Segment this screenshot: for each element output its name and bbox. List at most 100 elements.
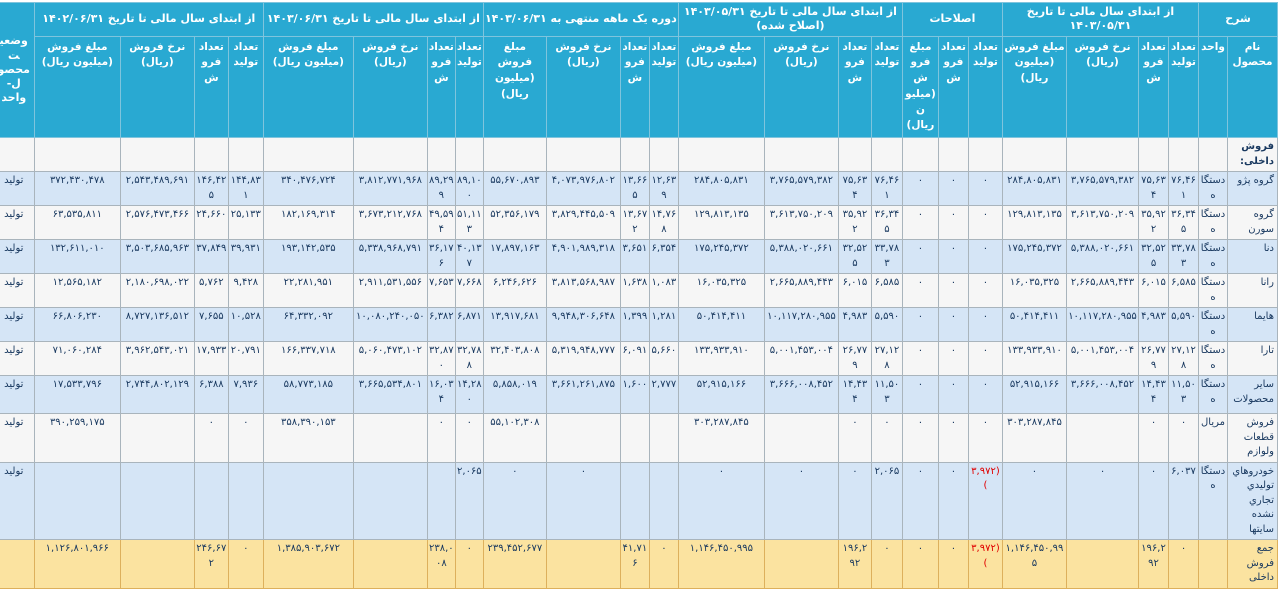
- section-cell-g2-nerkh: [1066, 137, 1139, 173]
- status-tara: تولید: [0, 341, 35, 377]
- row-peugeot: گروه پژو دستگاه ۷۶,۴۶۱ ۷۵,۶۳۴ ۳,۷۶۵,۵۷۹,۳۸۲ ۲…: [0, 171, 1278, 207]
- cell-total-domestic-g5-nerkh: [545, 539, 621, 589]
- cell-untraded-vehicles-ga-mablagh: ۰: [901, 461, 939, 541]
- cell-other-products-g4-mablagh: ۵۲,۹۱۵,۱۶۶: [677, 375, 765, 415]
- cell-peugeot-g4-mablagh: ۲۸۴,۸۰۵,۸۳۱: [677, 171, 765, 207]
- cell-rana-g6-mablagh: ۲۲,۲۸۱,۹۵۱: [262, 273, 354, 309]
- cell-tara-g2-tolid: ۲۷,۱۲۸: [1168, 341, 1199, 377]
- cell-total-domestic-g7-nerkh: [119, 539, 195, 589]
- section-cell-g4-mablagh: [677, 137, 765, 173]
- header-group-g2: از ابتدای سال مالی تا تاریخ ۱۴۰۳/۰۵/۳۱: [1001, 2, 1200, 37]
- cell-untraded-vehicles-g5-nerkh: ۰: [545, 461, 621, 541]
- cell-peugeot-g7-nerkh: ۲,۵۴۳,۴۸۹,۶۹۱: [119, 171, 195, 207]
- cell-soren-g6-mablagh: ۱۸۲,۱۶۹,۳۱۴: [262, 205, 354, 241]
- cell-other-products-g2-forush: ۱۴,۴۳۴: [1138, 375, 1169, 415]
- cell-tara-g5-forush: ۶,۰۹۱: [619, 341, 650, 377]
- cell-tara-g5-tolid: ۵,۶۶۰: [648, 341, 679, 377]
- cell-peugeot-g5-tolid: ۱۲,۶۳۹: [648, 171, 679, 207]
- section-cell-ga-mablagh: [901, 137, 939, 173]
- cell-rana-g7-mablagh: ۱۲,۵۶۵,۱۸۲: [33, 273, 121, 309]
- unit-untraded-vehicles: دستگاه: [1198, 461, 1228, 541]
- cell-soren-g2-forush: ۳۵,۹۲۲: [1138, 205, 1169, 241]
- cell-haima-g7-tolid: ۱۰,۵۲۸: [227, 307, 264, 343]
- section-cell-g6-tolid: [454, 137, 484, 173]
- cell-haima-g4-tolid: ۵,۵۹۰: [870, 307, 903, 343]
- cell-other-products-g5-tolid: ۲,۷۷۷: [648, 375, 679, 415]
- cell-dena-g4-nerkh: ۵,۳۸۸,۰۲۰,۶۶۱: [763, 239, 839, 275]
- cell-dena-g2-mablagh: ۱۷۵,۲۴۵,۳۷۲: [1001, 239, 1068, 275]
- cell-soren-g4-nerkh: ۳,۶۱۳,۷۵۰,۲۰۹: [763, 205, 839, 241]
- status-untraded-vehicles: تولید: [0, 461, 35, 541]
- cell-soren-g6-nerkh: ۳,۶۷۳,۲۱۲,۷۶۸: [352, 205, 428, 241]
- cell-rana-ga-tolid: ۰: [967, 273, 1003, 309]
- cell-tara-g6-forush: ۳۲,۸۷۰: [426, 341, 456, 377]
- cell-other-products-g4-tolid: ۱۱,۵۰۳: [870, 375, 903, 415]
- cell-haima-g2-mablagh: ۵۰,۴۱۴,۴۱۱: [1001, 307, 1068, 343]
- cell-soren-g7-nerkh: ۲,۵۷۶,۴۷۳,۴۶۶: [119, 205, 195, 241]
- cell-other-products-g5-mablagh: ۵,۸۵۸,۰۱۹: [482, 375, 547, 415]
- subheader-ga-forush: تعداد فروش: [937, 35, 969, 139]
- cell-parts-sales-ga-tolid: ۰: [967, 413, 1003, 463]
- cell-haima-g7-mablagh: ۶۶,۸۰۶,۲۳۰: [33, 307, 121, 343]
- cell-tara-g7-mablagh: ۷۱,۰۶۰,۲۸۴: [33, 341, 121, 377]
- section-cell-ga-tolid: [967, 137, 1003, 173]
- subheader-g4-forush: تعداد فروش: [837, 35, 872, 139]
- cell-tara-g6-mablagh: ۱۶۶,۳۳۷,۷۱۸: [262, 341, 354, 377]
- cell-untraded-vehicles-g6-forush: [426, 461, 456, 541]
- cell-other-products-g6-mablagh: ۵۸,۷۷۳,۱۸۵: [262, 375, 354, 415]
- cell-total-domestic-g6-tolid: ۰: [454, 539, 484, 589]
- cell-peugeot-g2-mablagh: ۲۸۴,۸۰۵,۸۳۱: [1001, 171, 1068, 207]
- section-status-cell: [0, 137, 35, 173]
- section-cell-g7-mablagh: [33, 137, 121, 173]
- subheader-g5-mablagh: مبلغ فروش (میلیون ریال): [482, 35, 547, 139]
- cell-peugeot-g2-forush: ۷۵,۶۳۴: [1138, 171, 1169, 207]
- cell-parts-sales-g4-nerkh: [763, 413, 839, 463]
- section-cell-g2-forush: [1138, 137, 1169, 173]
- cell-other-products-g2-nerkh: ۳,۶۶۶,۰۰۸,۴۵۲: [1066, 375, 1139, 415]
- cell-peugeot-ga-tolid: ۰: [967, 171, 1003, 207]
- cell-parts-sales-g2-forush: ۰: [1138, 413, 1169, 463]
- cell-total-domestic-g6-nerkh: [352, 539, 428, 589]
- subheader-g4-nerkh: نرخ فروش (ریال): [763, 35, 839, 139]
- subheader-g2-forush: تعداد فروش: [1138, 35, 1169, 139]
- cell-tara-g7-tolid: ۲۰,۷۹۱: [227, 341, 264, 377]
- cell-total-domestic-g5-tolid: ۰: [648, 539, 679, 589]
- cell-haima-g6-nerkh: ۱۰,۰۸۰,۲۴۰,۰۵۰: [352, 307, 428, 343]
- cell-peugeot-g2-nerkh: ۳,۷۶۵,۵۷۹,۳۸۲: [1066, 171, 1139, 207]
- cell-other-products-g6-tolid: ۱۴,۲۸۰: [454, 375, 484, 415]
- cell-rana-g4-nerkh: ۲,۶۶۵,۸۸۹,۴۴۳: [763, 273, 839, 309]
- section-cell-g6-nerkh: [352, 137, 428, 173]
- cell-other-products-g7-nerkh: ۲,۷۴۴,۸۰۲,۱۲۹: [119, 375, 195, 415]
- cell-dena-g7-mablagh: ۱۳۲,۶۱۱,۰۱۰: [33, 239, 121, 275]
- subheader-g7-nerkh: نرخ فروش (ریال): [119, 35, 195, 139]
- cell-haima-ga-forush: ۰: [937, 307, 969, 343]
- cell-total-domestic-g2-tolid: ۰: [1168, 539, 1199, 589]
- section-cell-g5-mablagh: [482, 137, 547, 173]
- cell-peugeot-g6-mablagh: ۳۴۰,۴۷۶,۷۲۴: [262, 171, 354, 207]
- cell-total-domestic-g4-tolid: ۰: [870, 539, 903, 589]
- cell-peugeot-g6-forush: ۸۹,۲۹۹: [426, 171, 456, 207]
- section-cell-g7-nerkh: [119, 137, 195, 173]
- cell-parts-sales-g2-mablagh: ۳۰۳,۲۸۷,۸۴۵: [1001, 413, 1068, 463]
- header-sharh: شرح: [1198, 2, 1278, 37]
- cell-dena-g2-tolid: ۳۳,۷۸۳: [1168, 239, 1199, 275]
- cell-haima-g6-tolid: ۶,۸۷۱: [454, 307, 484, 343]
- cell-parts-sales-ga-forush: ۰: [937, 413, 969, 463]
- subheader-g7-tolid: تعداد تولید: [227, 35, 264, 139]
- section-cell-g4-tolid: [870, 137, 903, 173]
- cell-rana-g7-nerkh: ۲,۱۸۰,۶۹۸,۰۲۲: [119, 273, 195, 309]
- cell-tara-g2-mablagh: ۱۳۳,۹۳۳,۹۱۰: [1001, 341, 1068, 377]
- cell-untraded-vehicles-g6-tolid: ۲,۰۶۵: [454, 461, 484, 541]
- cell-dena-g5-mablagh: ۱۷,۸۹۷,۱۶۳: [482, 239, 547, 275]
- product-name-dena: دنا: [1227, 239, 1278, 275]
- cell-haima-g2-nerkh: ۱۰,۱۱۷,۲۸۰,۹۵۵: [1066, 307, 1139, 343]
- section-cell-g2-mablagh: [1001, 137, 1068, 173]
- subheader-g5-nerkh: نرخ فروش (ریال): [545, 35, 621, 139]
- product-name-total-domestic: جمع فروش داخلی: [1227, 539, 1278, 589]
- cell-tara-g4-tolid: ۲۷,۱۲۸: [870, 341, 903, 377]
- cell-untraded-vehicles-g7-forush: [193, 461, 229, 541]
- cell-haima-g5-nerkh: ۹,۹۴۸,۳۰۶,۶۴۸: [545, 307, 621, 343]
- cell-other-products-g7-tolid: ۷,۹۳۶: [227, 375, 264, 415]
- cell-haima-g2-tolid: ۵,۵۹۰: [1168, 307, 1199, 343]
